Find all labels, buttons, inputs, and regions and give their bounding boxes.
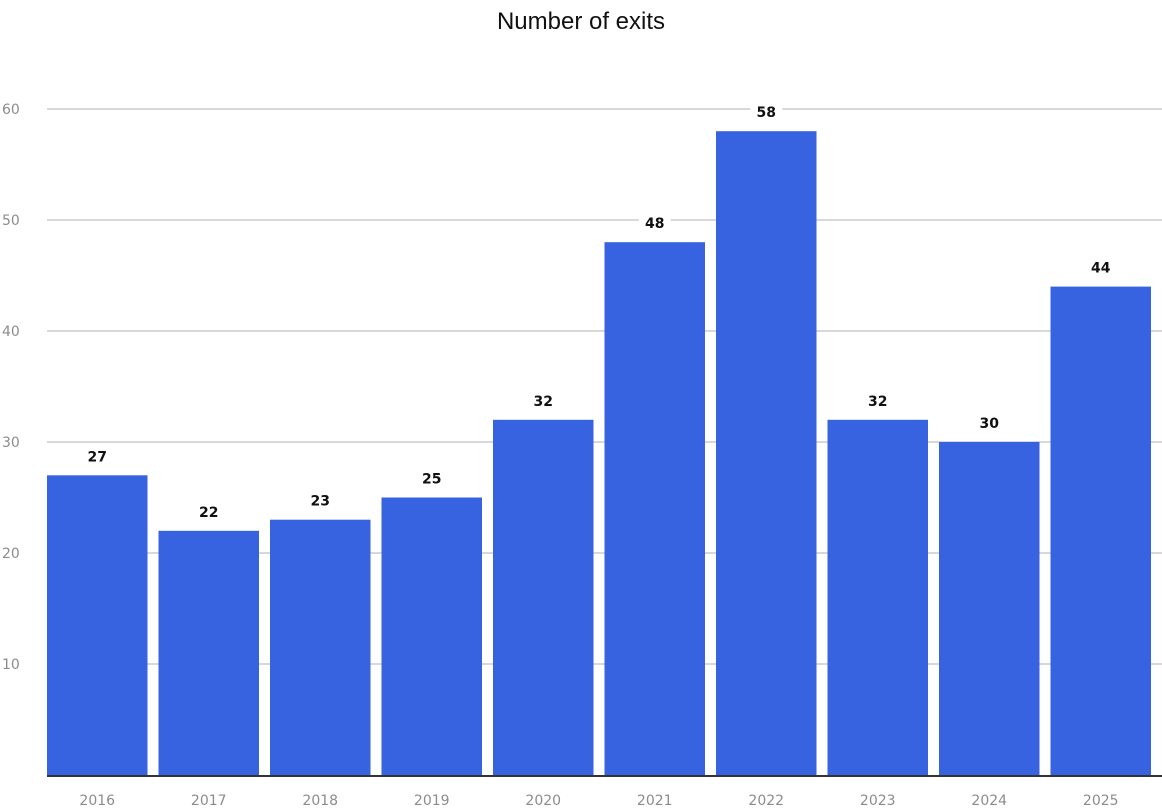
bars — [47, 131, 1151, 775]
bar-2025 — [1050, 286, 1151, 775]
data-label-bg-2021 — [638, 212, 671, 233]
bar-2023 — [827, 419, 928, 775]
x-tick-label-2025: 2025 — [1083, 793, 1119, 809]
x-axis-tick-labels: 2016 2017 2018 2019 2020 2021 2022 2023 2024 2025 — [79, 793, 1118, 809]
y-tick-label-40: 40 — [2, 324, 20, 340]
data-label-2017: 22 — [199, 505, 218, 521]
bar-2020 — [493, 419, 594, 775]
y-tick-label-60: 60 — [2, 102, 20, 118]
data-label-bg-2017 — [192, 500, 225, 521]
x-tick-label-2016: 2016 — [79, 793, 115, 809]
bar-2021 — [604, 242, 705, 775]
x-tick-label-2017: 2017 — [191, 793, 227, 809]
data-label-bg-2019 — [415, 467, 448, 488]
data-label-bg-2025 — [1084, 256, 1117, 277]
data-label-2023: 32 — [868, 394, 887, 410]
data-label-2020: 32 — [534, 394, 553, 410]
data-label-bg-2018 — [304, 489, 337, 510]
data-label-2016: 27 — [88, 449, 107, 465]
x-tick-label-2020: 2020 — [525, 793, 561, 809]
x-tick-label-2022: 2022 — [748, 793, 784, 809]
data-label-bg-2016 — [81, 445, 114, 466]
data-labels: 27 22 23 25 32 48 58 32 30 44 — [81, 101, 1117, 521]
x-tick-label-2021: 2021 — [637, 793, 673, 809]
data-label-2021: 48 — [645, 216, 664, 232]
y-tick-label-20: 20 — [2, 546, 20, 562]
y-tick-label-10: 10 — [2, 657, 20, 673]
data-label-bg-2020 — [527, 389, 560, 410]
data-label-bg-2023 — [861, 389, 894, 410]
bar-2017 — [158, 530, 259, 775]
bar-2019 — [381, 497, 482, 775]
bar-2016 — [47, 475, 148, 775]
data-label-2019: 25 — [422, 472, 441, 488]
x-tick-label-2019: 2019 — [414, 793, 450, 809]
data-label-2024: 30 — [980, 416, 1000, 432]
y-tick-label-50: 50 — [2, 213, 20, 229]
data-label-2025: 44 — [1091, 261, 1111, 277]
bar-2018 — [270, 519, 371, 775]
bar-2022 — [716, 131, 817, 775]
x-tick-label-2018: 2018 — [302, 793, 338, 809]
y-axis-tick-labels: 10 20 30 40 50 60 — [2, 102, 20, 673]
bar-2024 — [939, 442, 1040, 775]
data-label-bg-2022 — [750, 101, 783, 122]
y-tick-label-30: 30 — [2, 435, 20, 451]
x-tick-label-2023: 2023 — [860, 793, 896, 809]
data-label-2018: 23 — [311, 494, 330, 510]
data-label-2022: 58 — [757, 105, 776, 121]
x-tick-label-2024: 2024 — [971, 793, 1007, 809]
data-label-bg-2024 — [973, 412, 1006, 432]
chart-title: Number of exits — [496, 8, 666, 35]
